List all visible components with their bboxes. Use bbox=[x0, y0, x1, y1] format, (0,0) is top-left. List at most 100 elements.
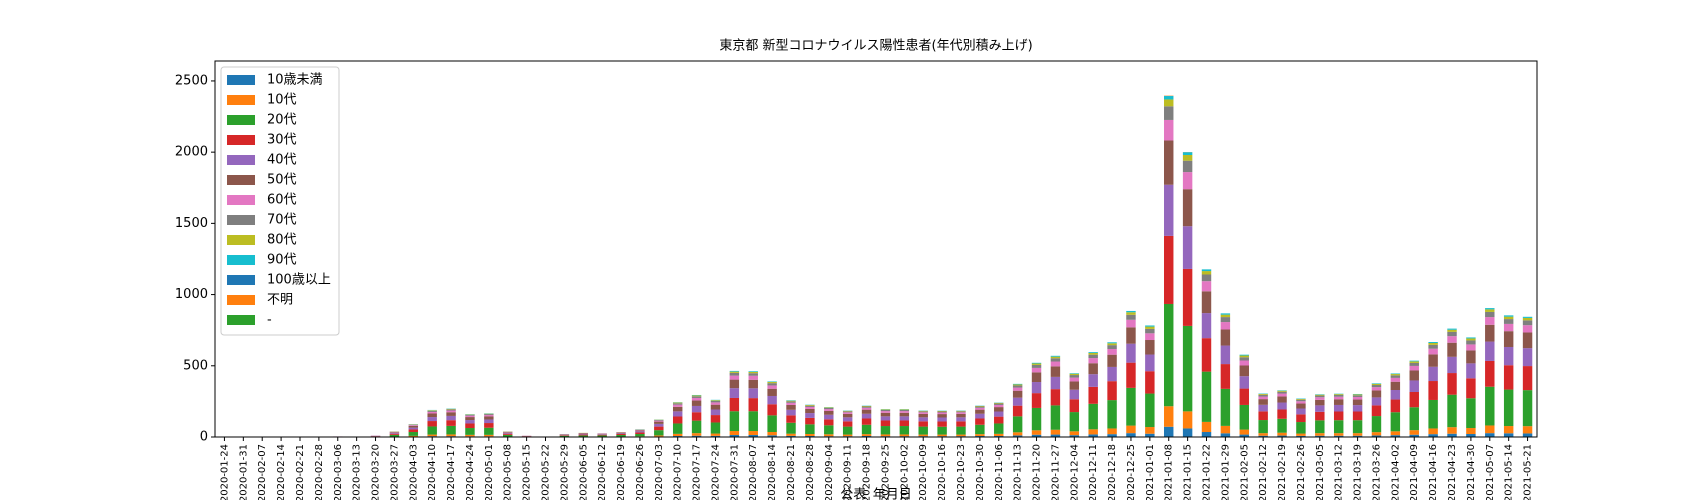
bar-segment bbox=[1239, 360, 1249, 366]
bar-segment bbox=[1485, 433, 1495, 437]
bar-segment bbox=[1277, 396, 1287, 403]
bar-segment bbox=[710, 409, 721, 416]
bar-segment bbox=[1107, 348, 1117, 355]
bar-segment bbox=[1390, 399, 1401, 413]
bar-segment bbox=[1145, 393, 1155, 428]
legend-swatch bbox=[227, 315, 255, 325]
y-tick-label: 0 bbox=[200, 430, 208, 445]
x-tick-label: 2020-04-17 bbox=[446, 444, 457, 500]
bar-segment bbox=[880, 426, 891, 435]
bar-segment bbox=[880, 409, 891, 412]
bar-segment bbox=[1409, 434, 1419, 437]
bar-segment bbox=[994, 423, 1004, 434]
x-tick-label: 2020-04-24 bbox=[465, 444, 476, 500]
bar-segment bbox=[861, 405, 872, 407]
bar-segment bbox=[1466, 340, 1476, 345]
bar-segment bbox=[899, 434, 910, 437]
x-tick-label: 2020-04-10 bbox=[427, 444, 438, 500]
bar-segment bbox=[1164, 406, 1174, 427]
bar-segment bbox=[1145, 328, 1155, 334]
bar-segment bbox=[1107, 354, 1117, 367]
x-tick-label: 2020-06-05 bbox=[578, 444, 589, 500]
bar-segment bbox=[1239, 404, 1249, 430]
bar-segment bbox=[1050, 366, 1061, 377]
bar-segment bbox=[1503, 389, 1514, 427]
legend-swatch bbox=[227, 195, 255, 205]
x-tick-label: 2021-01-15 bbox=[1183, 444, 1194, 500]
bar-segment bbox=[918, 434, 928, 437]
bar-segment bbox=[1333, 394, 1344, 397]
bar-segment bbox=[994, 416, 1004, 424]
bar-segment bbox=[654, 430, 664, 436]
legend-label: 40代 bbox=[267, 153, 297, 168]
bar-segment bbox=[1145, 354, 1155, 372]
bar-segment bbox=[446, 434, 456, 437]
bar-segment bbox=[1126, 310, 1136, 313]
bar-segment bbox=[616, 435, 626, 437]
bar-segment bbox=[1371, 435, 1382, 437]
x-tick-label: 2020-07-17 bbox=[692, 444, 703, 500]
bar-segment bbox=[1088, 352, 1098, 355]
bar-segment bbox=[767, 382, 777, 384]
bar-segment bbox=[1503, 426, 1514, 434]
bar-segment bbox=[899, 409, 910, 412]
bar-segment bbox=[635, 432, 645, 435]
bar-segment bbox=[1333, 404, 1344, 412]
bar-segment bbox=[1258, 420, 1268, 434]
bar-segment bbox=[465, 417, 475, 421]
bar-segment bbox=[805, 404, 815, 406]
bar-segment bbox=[1390, 381, 1401, 390]
bar-segment bbox=[937, 417, 947, 422]
bar-segment bbox=[1050, 356, 1061, 359]
bar-segment bbox=[1390, 375, 1401, 378]
plot-frame bbox=[214, 60, 1538, 438]
bar-segment bbox=[1315, 397, 1325, 400]
bar-segment bbox=[446, 409, 456, 411]
bar-segment bbox=[1050, 434, 1061, 437]
bar-segment bbox=[1126, 327, 1136, 344]
bar-segment bbox=[654, 420, 664, 422]
x-tick-label: 2020-07-24 bbox=[710, 444, 721, 500]
bar-segment bbox=[691, 400, 702, 406]
bar-segment bbox=[1164, 426, 1174, 437]
bar-segment bbox=[1031, 393, 1042, 408]
bar-segment bbox=[1069, 389, 1080, 400]
bar-segment bbox=[1258, 433, 1268, 436]
bar-segment bbox=[729, 431, 740, 436]
bar-segment bbox=[1390, 431, 1401, 436]
x-tick-label: 2020-10-16 bbox=[937, 444, 948, 500]
bar-segment bbox=[805, 406, 815, 409]
bar-segment bbox=[805, 417, 815, 425]
x-tick-label: 2021-04-16 bbox=[1428, 444, 1439, 500]
bar-segment bbox=[1088, 434, 1098, 437]
legend-label: 70代 bbox=[267, 213, 297, 228]
bar-segment bbox=[729, 411, 740, 432]
x-tick-label: 2020-06-12 bbox=[597, 444, 608, 500]
bar-segment bbox=[1466, 378, 1476, 399]
bar-segment bbox=[1107, 428, 1117, 435]
bar-segment bbox=[786, 415, 796, 423]
bar-segment bbox=[842, 426, 853, 435]
bar-segment bbox=[1107, 342, 1117, 344]
bar-segment bbox=[824, 419, 834, 426]
bar-segment bbox=[767, 432, 777, 436]
bar-segment bbox=[1031, 372, 1042, 383]
bar-segment bbox=[1485, 309, 1495, 312]
bar-segment bbox=[861, 407, 872, 410]
bar-segment bbox=[1220, 317, 1231, 323]
bar-segment bbox=[1220, 345, 1231, 365]
bar-segment bbox=[786, 404, 796, 410]
x-tick-label: 2021-02-26 bbox=[1296, 444, 1307, 500]
bar-segment bbox=[937, 412, 947, 415]
bar-segment bbox=[1447, 342, 1457, 357]
bar-segment bbox=[1107, 345, 1117, 349]
bar-segment bbox=[427, 411, 437, 414]
bar-segment bbox=[994, 404, 1004, 408]
bar-segment bbox=[767, 385, 777, 389]
bar-segment bbox=[918, 413, 928, 418]
y-tick-label: 2000 bbox=[175, 145, 208, 160]
bar-segment bbox=[1371, 387, 1382, 391]
bar-segment bbox=[786, 433, 796, 436]
bar-segment bbox=[1012, 384, 1023, 386]
chart-title: 東京都 新型コロナウイルス陽性患者(年代別積み上げ) bbox=[719, 38, 1032, 54]
